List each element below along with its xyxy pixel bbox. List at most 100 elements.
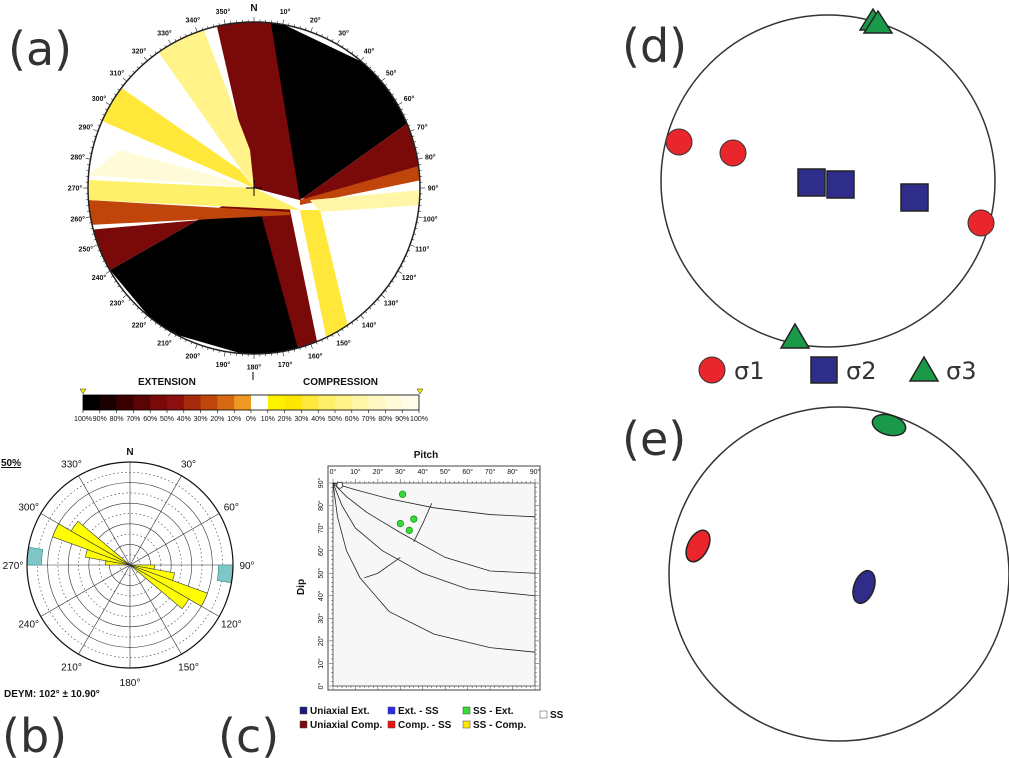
panel-a-tick	[373, 70, 376, 73]
panel-a-azimuth-label: 80°	[425, 153, 436, 161]
colorbar-tick-label: 90%	[395, 416, 409, 423]
panel-c-xtick-label: 80°	[507, 468, 518, 476]
colorbar-tick-label: 60%	[143, 416, 157, 423]
panel-c-xtick-label: 20°	[373, 468, 384, 476]
panel-a-tick	[114, 280, 117, 283]
panel-a-tick	[364, 62, 367, 65]
panel-c-xtick-label: 0°	[330, 468, 337, 476]
sigma3-confidence-ellipse	[871, 413, 907, 437]
panel-a-tick	[315, 31, 318, 35]
colorbar-cell	[284, 395, 302, 410]
panel-a-tick	[384, 84, 387, 87]
panel-a-azimuth-label: 250°	[79, 246, 94, 254]
panel-a-tick	[377, 298, 380, 301]
panel-a-tick	[299, 347, 301, 351]
panel-a-tick	[190, 341, 193, 345]
panel-a-tick	[336, 39, 340, 45]
panel-a-tick	[355, 318, 358, 321]
panel-c-plot-area	[332, 482, 536, 687]
colorbar-tick-label: 70%	[362, 416, 376, 423]
panel-c-legend-label: Uniaxial Comp.	[310, 720, 382, 731]
panel-b-caption: DEYM: 102° ± 10.90°	[4, 689, 100, 700]
panel-a-tick	[305, 345, 307, 349]
panel-a-azimuth-label: 120°	[402, 274, 417, 282]
panel-a-tick	[305, 27, 307, 31]
panel-a-tick	[122, 294, 128, 299]
sigma1-legend-marker	[698, 356, 726, 384]
panel-c-ytick-label: 10°	[317, 658, 325, 669]
panel-c-boundary-curve	[332, 482, 536, 574]
panel-a-tick	[405, 119, 409, 121]
panel-a-north-label: N	[250, 3, 257, 14]
panel-a-azimuth-label: 280°	[70, 153, 85, 161]
panel-c-label: (c)	[218, 709, 279, 758]
panel-a-tick	[351, 51, 354, 54]
colorbar-tick-label: 50%	[328, 416, 342, 423]
panel-a-tick	[93, 129, 99, 132]
panel-a-tick	[409, 244, 415, 247]
panel-a-tick	[121, 289, 124, 292]
panel-c-boundary-curves	[332, 481, 536, 653]
panel-b-direction-label: 30°	[181, 460, 196, 471]
panel-c-origin-marker	[336, 481, 344, 489]
panel-a-tick	[394, 98, 398, 101]
colorbar-tick-label: 10%	[261, 416, 275, 423]
panel-c-boundary-curve	[413, 503, 433, 542]
panel-c-legend-swatch	[539, 710, 548, 719]
panel-b-direction-label: 60°	[224, 503, 239, 514]
panel-a-azimuth-label: 260°	[70, 216, 85, 224]
panel-c-data-point	[398, 490, 407, 498]
panel-a-tick	[411, 135, 415, 137]
panel-a-tick	[326, 337, 329, 340]
panel-a-azimuth-label: 150°	[336, 340, 351, 348]
panel-a-azimuth-label: 210°	[157, 340, 172, 348]
panel-a-tick	[380, 294, 386, 299]
panel-a-tick	[403, 113, 406, 116]
colorbar-cell	[167, 395, 185, 410]
panel-a-tick	[154, 51, 157, 54]
panel-a-tick	[159, 48, 162, 51]
panel-b-north-label: N	[126, 447, 133, 458]
panel-c-legend-label: Uniaxial Ext.	[310, 706, 370, 717]
panel-a-tick	[288, 23, 290, 26]
panel-a-tick	[117, 285, 120, 288]
colorbar-tick-label: 70%	[126, 416, 140, 423]
panel-a-tick	[341, 44, 344, 48]
sigma1-marker	[967, 209, 995, 237]
panel-a-tick	[411, 239, 415, 241]
panel-b-rose-petal	[52, 523, 131, 566]
panel-a-azimuth-label: 50°	[386, 69, 397, 77]
panel-b-rose-petal	[129, 564, 190, 610]
panel-a-tick	[321, 33, 323, 37]
panel-e-label: (e)	[622, 412, 686, 466]
panel-a-tick	[179, 337, 182, 340]
panel-d-legend-label: σ3	[946, 357, 976, 385]
panel-a-fill	[88, 22, 420, 354]
panel-a-azimuth-label: 340°	[186, 16, 201, 24]
colorbar-cell	[217, 395, 235, 410]
panel-c-legend-swatch	[462, 706, 471, 715]
panel-c-ylabel: Dip	[296, 579, 307, 595]
panel-a-azimuth-label: 310°	[110, 69, 125, 77]
colorbar-tick-label: 40%	[311, 416, 325, 423]
panel-a-azimuth-label: 60°	[404, 95, 415, 103]
panel-c-ytick-label: 20°	[317, 635, 325, 646]
colorbar-cell	[402, 395, 420, 410]
panel-a-tick	[105, 102, 111, 106]
panel-a-tick	[224, 19, 226, 25]
panel-a-azimuth-label: 100°	[423, 216, 438, 224]
panel-a-tick	[321, 339, 323, 343]
panel-c-ytick-label: 90°	[317, 478, 325, 489]
sigma3-legend-marker	[908, 355, 940, 382]
panel-a-colorbar: EXTENSION COMPRESSION 100% 90% 80% 70% 60% 50…	[74, 372, 428, 423]
panel-a-tick	[369, 66, 372, 69]
panel-a-azimuth-label: 220°	[132, 322, 147, 330]
panel-a-tick	[315, 341, 318, 345]
colorbar-tick-label: 100%	[74, 416, 92, 423]
colorbar-cell	[133, 395, 151, 410]
panel-a-tick	[346, 48, 349, 51]
panel-a-tick	[391, 93, 394, 96]
panel-a-tick	[150, 55, 153, 58]
panel-a-tick	[212, 348, 215, 352]
panel-a-tick	[90, 227, 94, 230]
